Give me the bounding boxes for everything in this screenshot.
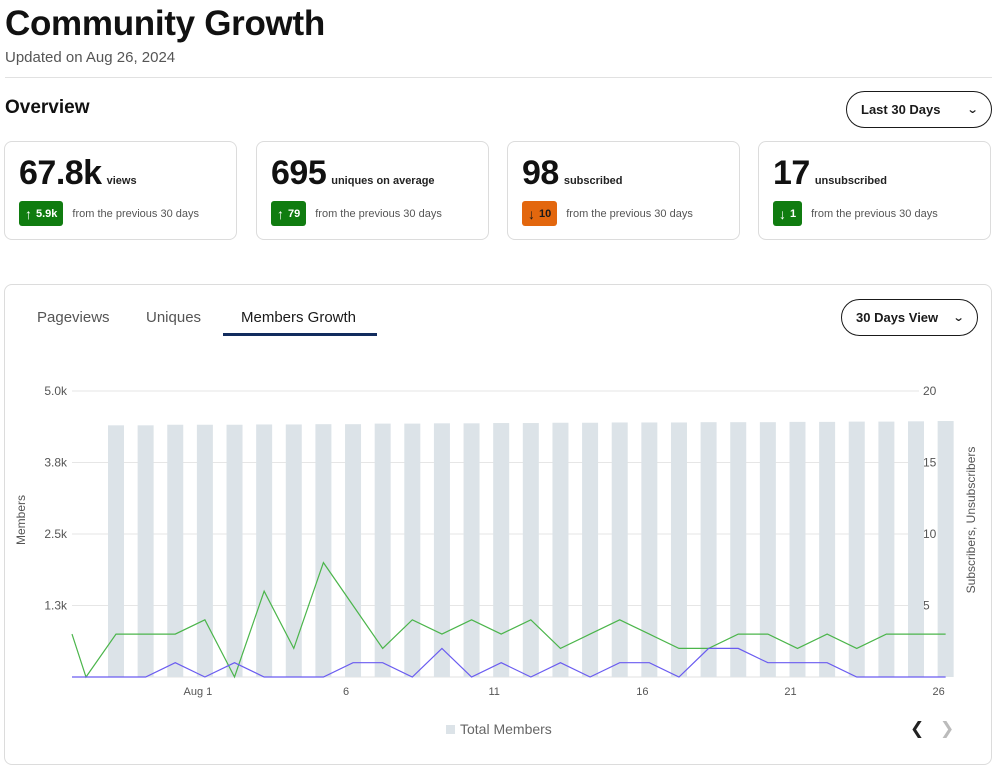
- y-tick-label: 5.0k: [44, 384, 68, 398]
- bar: [937, 421, 954, 677]
- stat-value: 17: [773, 154, 810, 192]
- y-tick-label: 2.5k: [44, 527, 68, 541]
- bar: [848, 421, 865, 677]
- bar: [908, 421, 925, 677]
- tab-members-growth[interactable]: Members Growth: [241, 309, 357, 326]
- x-tick-label: 16: [636, 686, 648, 698]
- stat-label: subscribed: [563, 175, 623, 187]
- bar: [433, 423, 450, 677]
- bar: [226, 424, 243, 677]
- y-right-tick-label: 15: [923, 456, 937, 470]
- legend-swatch: [446, 724, 455, 734]
- subscribers-line: [71, 561, 946, 679]
- chart-panel: Pageviews Uniques Members Growth 1.3k 2.5…: [4, 284, 992, 765]
- delta-text: from the previous 30 days: [315, 207, 442, 220]
- chart-view-value: 30 Days View: [856, 310, 939, 325]
- stat-card-unsubscribed: 17 unsubscribed ↓ 1 from the previous 30 …: [758, 141, 991, 240]
- bar: [759, 422, 776, 677]
- active-tab-indicator: [223, 333, 377, 336]
- y-right-tick-label: 5: [923, 599, 930, 613]
- bar: [670, 422, 687, 677]
- delta-badge: ↑ 79: [271, 201, 307, 226]
- bar: [493, 423, 510, 677]
- bar: [167, 424, 184, 677]
- bar: [256, 424, 273, 677]
- delta-text: from the previous 30 days: [566, 207, 693, 220]
- chart-view-select[interactable]: 30 Days View ⌄: [841, 299, 978, 336]
- stat-card-views: 67.8k views ↑ 5.9k from the previous 30 d…: [4, 141, 237, 240]
- arrow-down-icon: ↓: [779, 205, 786, 222]
- delta-text: from the previous 30 days: [811, 207, 938, 220]
- chevron-down-icon: ⌄: [952, 312, 965, 324]
- stat-value: 67.8k: [19, 154, 102, 192]
- bar: [404, 423, 421, 677]
- bar: [374, 423, 391, 677]
- bar: [285, 424, 302, 677]
- delta-badge: ↑ 5.9k: [19, 201, 64, 226]
- header-divider: [5, 77, 992, 78]
- bar: [315, 424, 332, 677]
- stat-value: 695: [271, 154, 327, 192]
- bar: [700, 422, 717, 677]
- members-growth-chart: 1.3k 2.5k 3.8k 5.0k 5 10 15 20 Aug 1 6 11 16 21 26 Mem…: [14, 384, 978, 698]
- stat-card-uniques: 695 uniques on average ↑ 79 from the prev…: [256, 141, 489, 240]
- updated-date: Updated on Aug 26, 2024: [5, 49, 176, 66]
- y-right-axis-title: Subscribers, Unsubscribers: [964, 447, 978, 594]
- x-tick-label: 21: [784, 686, 796, 698]
- x-tick-label: 11: [488, 686, 499, 698]
- delta-value: 79: [288, 207, 301, 220]
- bar: [641, 422, 658, 677]
- delta-text: from the previous 30 days: [72, 207, 199, 220]
- bar: [552, 422, 569, 677]
- x-tick-label: Aug 1: [184, 686, 213, 698]
- bar: [522, 423, 539, 677]
- arrow-up-icon: ↑: [25, 205, 32, 222]
- chevron-left-icon[interactable]: ❮: [910, 719, 925, 738]
- x-tick-label: 26: [933, 686, 945, 698]
- bar: [108, 425, 124, 677]
- bar: [730, 422, 747, 677]
- x-tick-label: 6: [343, 686, 349, 698]
- bar: [137, 425, 154, 677]
- stat-label: views: [106, 175, 137, 187]
- bar: [789, 421, 806, 677]
- stat-card-subscribed: 98 subscribed ↓ 10 from the previous 30 d…: [507, 141, 740, 240]
- bar: [463, 423, 480, 677]
- bar: [878, 421, 895, 677]
- legend-label: Total Members: [460, 721, 552, 737]
- chevron-right-icon[interactable]: ❯: [940, 719, 955, 738]
- delta-value: 1: [790, 207, 797, 220]
- stat-label: unsubscribed: [814, 175, 887, 187]
- arrow-up-icon: ↑: [277, 205, 284, 222]
- chart-legend[interactable]: Total Members: [446, 721, 552, 737]
- bar: [819, 421, 836, 677]
- bar: [582, 422, 599, 677]
- arrow-down-icon: ↓: [528, 205, 535, 222]
- delta-badge: ↓ 1: [773, 201, 803, 226]
- bar: [196, 424, 213, 677]
- chevron-down-icon: ⌄: [966, 104, 979, 116]
- y-tick-label: 3.8k: [44, 456, 68, 470]
- stat-label: uniques on average: [331, 175, 435, 187]
- date-range-value: Last 30 Days: [861, 102, 941, 117]
- overview-title: Overview: [5, 97, 90, 118]
- stat-value: 98: [522, 154, 559, 192]
- bar: [345, 424, 362, 677]
- date-range-select[interactable]: Last 30 Days ⌄: [846, 91, 992, 128]
- page-title: Community Growth: [5, 4, 325, 43]
- y-tick-label: 1.3k: [44, 599, 68, 613]
- tab-uniques[interactable]: Uniques: [146, 309, 202, 326]
- y-right-tick-label: 10: [923, 527, 937, 541]
- tab-pageviews[interactable]: Pageviews: [37, 309, 110, 326]
- delta-badge: ↓ 10: [522, 201, 558, 226]
- bar: [611, 422, 628, 677]
- unsubscribers-line: [72, 647, 946, 678]
- y-right-tick-label: 20: [923, 384, 937, 398]
- delta-value: 5.9k: [36, 207, 58, 220]
- y-axis-title: Members: [14, 495, 28, 545]
- delta-value: 10: [539, 207, 552, 220]
